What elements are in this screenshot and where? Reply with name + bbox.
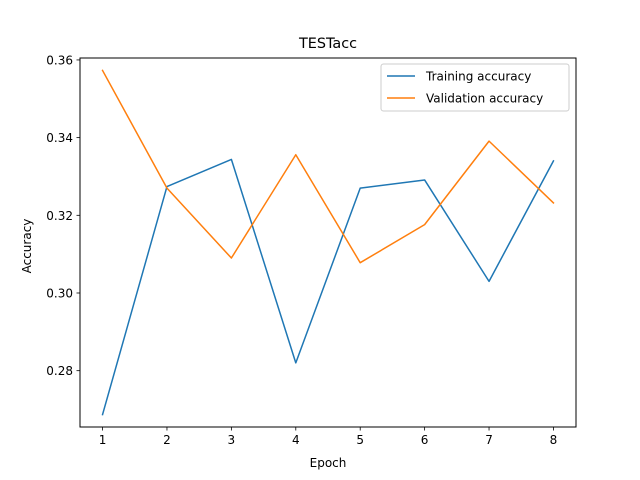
x-tick-label: 1 (99, 433, 107, 447)
legend-box (380, 63, 570, 112)
plot-area: 1 2 3 4 5 6 7 8 0.28 0.30 0.32 0.34 0.36 (46, 53, 557, 447)
y-tick-label: 0.28 (46, 364, 73, 378)
y-axis-label: Accuracy (20, 219, 34, 274)
series-line-training (101, 158, 555, 416)
y-tick-label: 0.34 (46, 131, 73, 145)
axes-frame (79, 57, 577, 428)
x-axis-label: Epoch (310, 456, 347, 470)
legend: Training accuracy Validation accuracy (380, 63, 570, 112)
y-tick-label: 0.30 (46, 286, 73, 300)
x-tick-label: 6 (421, 433, 429, 447)
x-tick-label: 4 (292, 433, 300, 447)
y-tick-label: 0.32 (46, 209, 73, 223)
x-tick-label: 3 (228, 433, 236, 447)
chart-title: TESTacc (298, 36, 357, 52)
series-line-validation (101, 69, 555, 264)
legend-label-validation: Validation accuracy (426, 92, 543, 106)
x-tick-label: 5 (356, 433, 364, 447)
legend-label-training: Training accuracy (425, 70, 531, 84)
x-tick-label: 8 (550, 433, 558, 447)
x-tick-label: 7 (485, 433, 493, 447)
y-tick-label: 0.36 (46, 53, 73, 67)
x-tick-label: 2 (163, 433, 171, 447)
